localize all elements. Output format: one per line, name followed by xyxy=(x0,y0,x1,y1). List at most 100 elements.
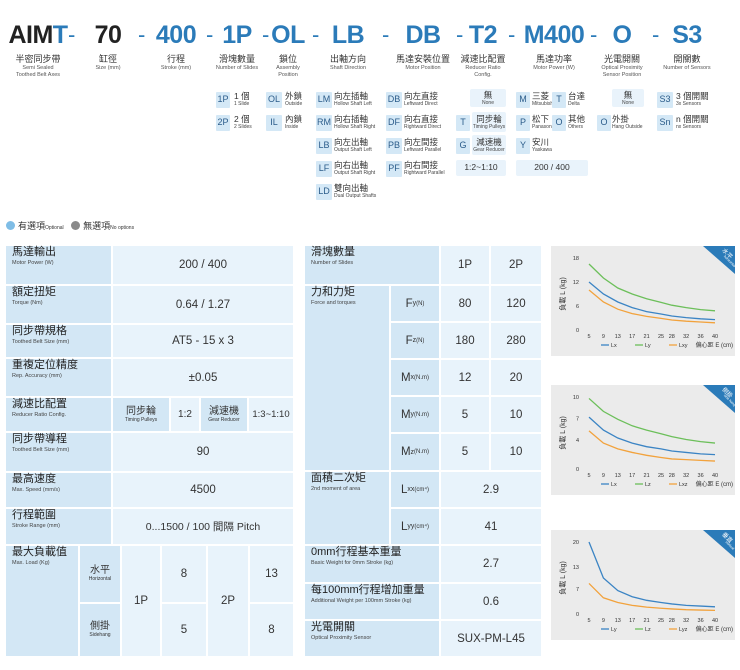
opt-shaft-lf-code[interactable]: LF xyxy=(316,161,332,177)
opt-motor-p[interactable]: 松下 Panasonic xyxy=(532,114,556,130)
series-line-ly xyxy=(588,263,716,312)
x-tick-label: 5 xyxy=(587,334,590,340)
opt-motor-t-code[interactable]: T xyxy=(552,92,566,108)
code-reducer-value: T2 xyxy=(468,21,498,49)
opt-motor-y-code[interactable]: Y xyxy=(516,138,530,154)
force-fy-2p: 120 xyxy=(491,286,541,321)
opt-slide-2p-code[interactable]: 2P xyxy=(216,115,230,131)
opt-mpos-db-code[interactable]: DB xyxy=(386,92,402,108)
x-tick-label: 40 xyxy=(712,618,718,624)
legend-label-lx: Lx xyxy=(611,343,617,349)
load-chart-horizontal: 水平 horizontal 負載 L (kg) 18 12 6 0 5 9 13 17 21 25 28 3… xyxy=(551,246,735,356)
opt-reducer-none[interactable]: 無 None xyxy=(470,89,506,107)
opt-shaft-rm[interactable]: 向右插軸 Hollow Shaft Right xyxy=(334,114,376,130)
torque-label: 額定扭矩 Torque (Nm) xyxy=(6,286,111,323)
no-option-dot-icon xyxy=(71,221,81,230)
code-sensor-pos: O 光電開關 Optical Proximity Sensor Position xyxy=(598,20,646,79)
opt-motor-o-code[interactable]: O xyxy=(552,115,566,131)
opt-shaft-lb-code[interactable]: LB xyxy=(316,138,332,154)
reducer-pulley-value: 1:2 xyxy=(171,398,199,431)
opt-sensors-sn[interactable]: n 個開關 nx Sensors xyxy=(676,114,709,130)
load-1p-label: 1P xyxy=(122,546,160,656)
x-axis-label: 偏心距 E (cm) xyxy=(696,341,733,349)
opt-motor-p-code[interactable]: P xyxy=(516,115,530,131)
code-slides-cn: 滑塊數量 xyxy=(218,54,255,64)
opt-motor-y[interactable]: 安川 Yaskawa xyxy=(532,137,552,153)
code-size-en: Size (mm) xyxy=(95,65,121,71)
x-tick-label: 5 xyxy=(587,473,590,479)
opt-sensor-none[interactable]: 無 None xyxy=(612,89,644,107)
opt-pos-ol[interactable]: 外鎖 Outside xyxy=(285,91,303,107)
code-motor-en: Motor Power (W) xyxy=(533,65,575,71)
code-sensor-pos-en1: Optical Proximity xyxy=(601,65,643,71)
corner-tag-shape xyxy=(703,385,735,413)
load-v1-value: 5 xyxy=(162,604,206,656)
opt-motor-o[interactable]: 其他 Others xyxy=(568,114,586,130)
opt-mpos-df-code[interactable]: DF xyxy=(386,115,402,131)
opt-reducer-g[interactable]: 減速機 Gear Reducer xyxy=(472,135,506,155)
opt-mpos-pf-code[interactable]: PF xyxy=(386,161,402,177)
opt-shaft-ld[interactable]: 雙向出軸 Dual Output Shafts xyxy=(334,183,377,199)
opt-shaft-lm[interactable]: 向左插軸 Hollow Shaft Left xyxy=(334,91,372,107)
legend-label-lyz: Lyz xyxy=(679,627,688,633)
load-chart-vertical: 垂直 vertical 負載 L (kg) 20 13 7 0 5 9 13 17 21 25 28 32 3… xyxy=(551,530,735,640)
opt-sensors-sn-code[interactable]: Sn xyxy=(657,115,673,131)
legend-label-lxz: Lxz xyxy=(679,482,688,488)
series-line-lx xyxy=(588,281,716,321)
reducer-gear-label: 減速機 Gear Reducer xyxy=(201,398,247,431)
opt-pos-il-code[interactable]: IL xyxy=(266,115,282,131)
motor-power-value: 200 / 400 xyxy=(113,246,293,284)
code-sensors-value: S3 xyxy=(672,21,702,49)
series-line-lxy xyxy=(588,289,716,324)
code-reducer-en2: Config. xyxy=(474,72,492,78)
opt-reducer-t-code[interactable]: T xyxy=(456,115,470,131)
opt-pos-il[interactable]: 內鎖 Inside xyxy=(285,114,303,130)
code-reducer-cn: 減速比配置 xyxy=(460,54,506,64)
opt-sensors-s3-code[interactable]: S3 xyxy=(657,92,673,108)
force-label: 力和力矩 Force and torques xyxy=(305,286,389,470)
series-line-lx xyxy=(588,416,716,456)
load-chart-sidehang: 側掛 side hang 負載 L (kg) 10 7 4 0 5 9 13 17 21 25 28 32 3… xyxy=(551,385,735,495)
opt-pos-ol-code[interactable]: OL xyxy=(266,92,282,108)
opt-sensor-o-code[interactable]: O xyxy=(597,115,611,131)
opt-reducer-t[interactable]: 同步輪 Timing Pulleys xyxy=(472,112,506,132)
legend-label-lz: Lz xyxy=(645,627,651,633)
opt-sensor-o[interactable]: 外掛 Hang Outside xyxy=(612,114,643,130)
load-label: 最大負載值 Max. Load (Kg) xyxy=(6,546,78,656)
code-dash: - xyxy=(652,22,660,47)
opt-shaft-rm-code[interactable]: RM xyxy=(316,115,332,131)
reducer-label: 減速比配置 Reducer Ratio Config. xyxy=(6,398,111,431)
opt-slide-1p-code[interactable]: 1P xyxy=(216,92,230,108)
code-motor-pos-value: DB xyxy=(405,21,441,49)
code-dash: - xyxy=(508,22,516,47)
opt-mpos-pf[interactable]: 向右間接 Rightward Parallel xyxy=(404,160,445,176)
opt-shaft-lb[interactable]: 向左出軸 Output Shaft Left xyxy=(334,137,372,153)
code-shaft-cn: 出軸方向 xyxy=(329,54,366,64)
x-tick-label: 36 xyxy=(698,618,704,624)
legend-no-options-cn: 無選項 xyxy=(83,221,111,231)
opt-motor-t[interactable]: 台達 Delta xyxy=(568,91,586,107)
opt-mpos-db[interactable]: 向左直接 Leftward Direct xyxy=(404,91,439,107)
opt-mpos-pb[interactable]: 向左間接 Leftward Parallel xyxy=(404,137,442,153)
x-tick-label: 17 xyxy=(629,334,635,340)
opt-reducer-g-code[interactable]: G xyxy=(456,138,470,154)
code-aimt-cn: 半密同步帶 xyxy=(15,54,61,64)
code-size-cn: 缸徑 xyxy=(98,54,117,64)
opt-motor-m[interactable]: 三菱 Mitsubishi xyxy=(532,91,555,107)
opt-mpos-df[interactable]: 向右直接 Rightward Direct xyxy=(404,114,441,130)
sensor-value: SUX-PM-L45 xyxy=(441,621,541,656)
opt-shaft-lm-code[interactable]: LM xyxy=(316,92,332,108)
opt-motor-m-code[interactable]: M xyxy=(516,92,530,108)
opt-mpos-pb-code[interactable]: PB xyxy=(386,138,402,154)
legend-optional-en: Optional xyxy=(45,225,64,231)
opt-shaft-lf[interactable]: 向右出軸 Output Shaft Right xyxy=(334,160,376,176)
code-sensor-pos-cn: 光電開關 xyxy=(603,54,640,64)
opt-sensors-s3[interactable]: 3 個開關 3x Sensors xyxy=(676,91,709,107)
opt-shaft-ld-code[interactable]: LD xyxy=(316,184,332,200)
code-lock-cn: 鎖位 xyxy=(278,54,297,64)
x-tick-label: 25 xyxy=(658,473,664,479)
